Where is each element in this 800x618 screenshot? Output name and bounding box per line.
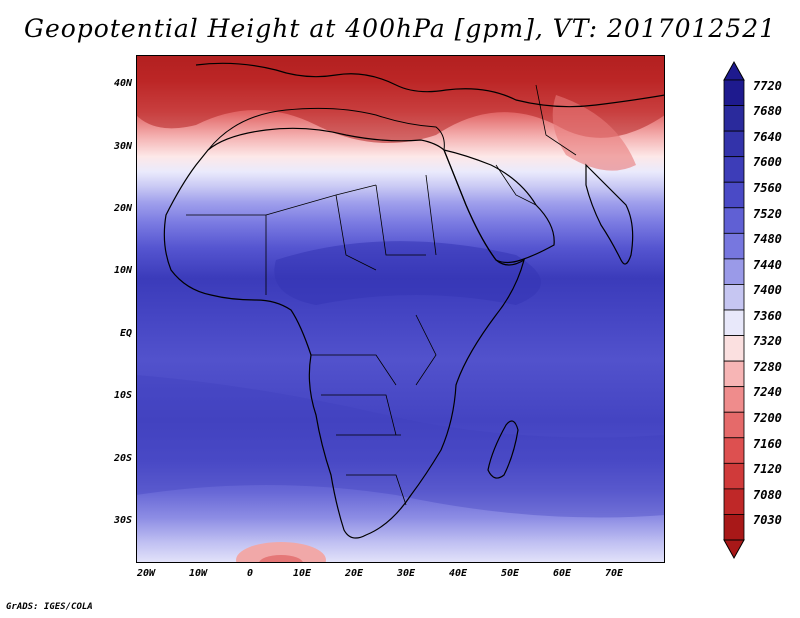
colorbar-label: 7280 <box>753 359 782 374</box>
lat-label-10s: 10S <box>113 390 132 401</box>
colorbar-label: 7320 <box>753 334 782 349</box>
colorbar-label: 7600 <box>753 155 782 170</box>
lon-label-10w: 10W <box>188 568 208 579</box>
low-band-north <box>274 241 541 305</box>
colorbar <box>723 60 745 560</box>
colorbar-label: 7120 <box>753 462 782 477</box>
colorbar-swatch <box>723 309 745 336</box>
india-coastline <box>585 163 634 265</box>
lon-label-50e: 50E <box>500 568 520 579</box>
lat-label-20n: 20N <box>113 203 132 214</box>
colorbar-swatch <box>723 105 745 132</box>
colorbar-label: 7240 <box>753 385 782 400</box>
colorbar-swatch <box>723 335 745 362</box>
colorbar-swatch <box>723 284 745 311</box>
colorbar-swatch <box>723 462 745 490</box>
lon-label-30e: 30E <box>396 568 416 579</box>
africa-coastline <box>163 127 525 539</box>
colorbar-top-arrow <box>723 60 745 81</box>
colorbar-swatch <box>723 437 745 464</box>
lon-label-0: 0 <box>246 568 254 579</box>
colorbar-swatch <box>723 156 745 183</box>
colorbar-bottom-arrow <box>723 539 745 560</box>
europe-coastline <box>195 62 665 108</box>
colorbar-swatch <box>723 360 745 388</box>
warm-ridge-north <box>136 55 665 143</box>
colorbar-label: 7030 <box>753 513 782 528</box>
low-band-south <box>136 375 665 518</box>
lon-label-20w: 20W <box>136 568 156 579</box>
mediterranean-outline <box>207 107 445 151</box>
colorbar-label: 7560 <box>753 181 782 195</box>
colorbar-swatch <box>723 514 745 541</box>
colorbar-label: 7720 <box>753 78 782 93</box>
lon-label-60e: 60E <box>552 568 572 579</box>
colorbar-swatch <box>723 258 745 285</box>
footer-credit: GrADS: IGES/COLA <box>6 602 93 612</box>
map-frame <box>136 55 665 563</box>
colorbar-label: 7520 <box>753 206 782 221</box>
country-borders <box>186 84 577 506</box>
colorbar-label: 7640 <box>753 129 782 144</box>
colorbar-swatch <box>723 79 745 106</box>
lat-label-40n: 40N <box>113 78 132 89</box>
warm-patch-arabia <box>552 95 636 171</box>
colorbar-label: 7680 <box>753 104 782 119</box>
colorbar-swatch <box>723 130 745 158</box>
arabia-coastline <box>443 149 555 264</box>
lat-label-10n: 10N <box>113 265 132 276</box>
colorbar-label: 7440 <box>753 257 782 272</box>
colorbar-label: 7400 <box>753 283 782 298</box>
colorbar-label: 7200 <box>753 411 782 425</box>
lon-label-20e: 20E <box>344 568 364 579</box>
colorbar-swatch <box>723 386 745 413</box>
colorbar-swatch <box>723 207 745 234</box>
colorbar-swatch <box>723 232 745 260</box>
lat-label-eq: EQ <box>119 328 132 339</box>
colorbar-swatch <box>723 488 745 515</box>
colorbar-label: 7160 <box>753 436 782 451</box>
colorbar-swatch <box>723 411 745 439</box>
lat-label-30n: 30N <box>113 141 132 152</box>
colorbar-label: 7360 <box>753 308 782 323</box>
colorbar-label: 7080 <box>753 487 782 502</box>
colorbar-swatch <box>723 181 745 209</box>
lat-label-30s: 30S <box>113 515 132 526</box>
lat-label-20s: 20S <box>113 453 132 464</box>
lon-label-70e: 70E <box>604 568 624 579</box>
colorbar-label: 7480 <box>753 232 782 247</box>
geopotential-map <box>136 55 665 563</box>
lon-label-40e: 40E <box>448 568 468 579</box>
lon-label-10e: 10E <box>292 568 312 579</box>
warm-patch-south <box>236 542 326 563</box>
map-title: Geopotential Height at 400hPa [gpm], VT:… <box>23 14 777 43</box>
madagascar-outline <box>487 420 519 479</box>
